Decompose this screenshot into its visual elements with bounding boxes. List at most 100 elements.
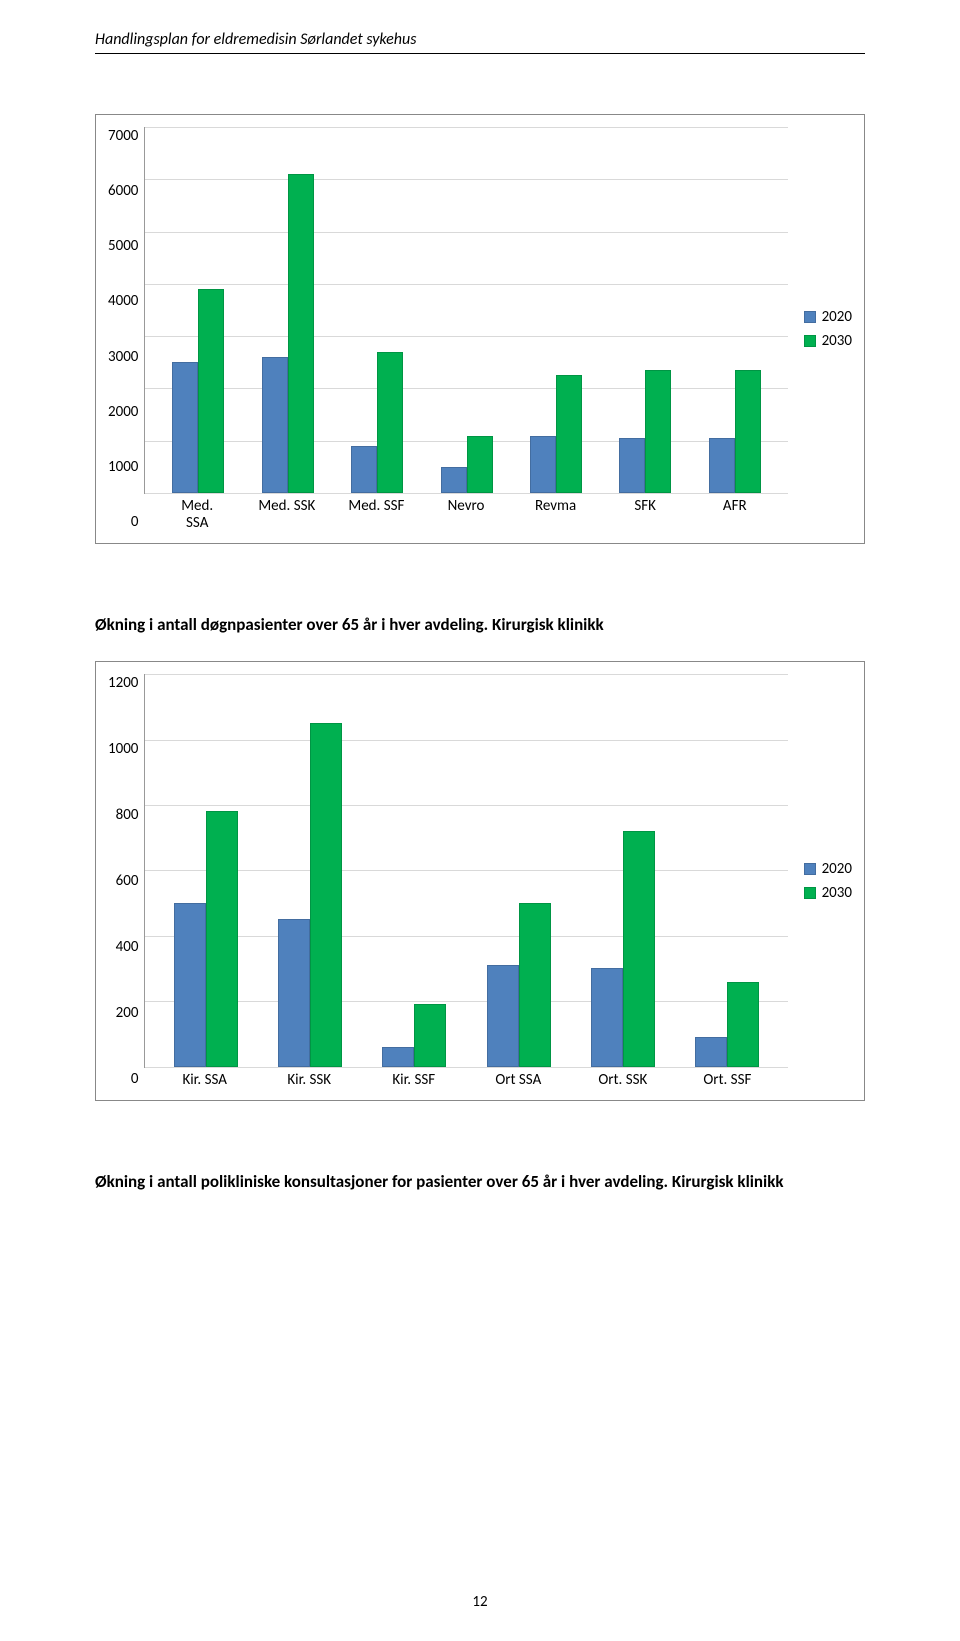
bar-group: [467, 674, 571, 1067]
chart-2-caption: Økning i antall polikliniske konsultasjo…: [95, 1171, 865, 1193]
bar: [382, 1047, 414, 1067]
bar-group: [690, 127, 779, 493]
y-tick-label: 1200: [108, 674, 138, 692]
x-tick-label: Nevro: [421, 498, 511, 531]
gridline: [145, 1067, 787, 1068]
chart-2-body: 1200 1000 800 600 400 200 0 Kir. SSAKir. SSKKi…: [108, 674, 788, 1088]
x-tick-label: Ort. SSF: [675, 1072, 780, 1089]
bar-group: [511, 127, 600, 493]
bar-group: [153, 127, 242, 493]
y-tick-label: 1000: [108, 458, 138, 476]
y-tick-label: 1000: [108, 740, 138, 758]
chart-2-y-axis: 1200 1000 800 600 400 200 0: [108, 674, 144, 1088]
chart-1-legend: 2020 2030: [788, 127, 852, 531]
bar: [591, 968, 623, 1066]
x-tick-label: AFR: [690, 498, 780, 531]
x-tick-label: Revma: [511, 498, 601, 531]
gridline: [145, 493, 787, 494]
legend-swatch: [804, 887, 816, 899]
chart-2-x-axis: Kir. SSAKir. SSKKir. SSFOrt SSAOrt. SSKO…: [144, 1068, 787, 1089]
bar: [735, 370, 761, 493]
y-tick-label: 7000: [108, 127, 138, 145]
page: Handlingsplan for eldremedisin Sørlandet…: [0, 0, 960, 1641]
bar-group: [675, 674, 779, 1067]
y-tick-label: 800: [116, 806, 139, 824]
bar: [530, 436, 556, 494]
chart-2: 1200 1000 800 600 400 200 0 Kir. SSAKir. SSKKi…: [95, 661, 865, 1101]
bar: [487, 965, 519, 1066]
chart-1-plot-wrap: Med.SSAMed. SSKMed. SSFNevroRevmaSFKAFR: [144, 127, 787, 531]
y-tick-label: 600: [116, 872, 139, 890]
x-tick-label: Med. SSF: [332, 498, 422, 531]
bar: [377, 352, 403, 493]
bar-group: [571, 674, 675, 1067]
x-tick-label: Med. SSK: [242, 498, 332, 531]
legend-swatch: [804, 335, 816, 347]
bar: [351, 446, 377, 493]
page-header-title: Handlingsplan for eldremedisin Sørlandet…: [95, 30, 865, 49]
bar: [174, 903, 206, 1067]
bar: [695, 1037, 727, 1066]
x-tick-label: Ort. SSK: [571, 1072, 676, 1089]
bar: [278, 919, 310, 1066]
legend-label: 2020: [822, 860, 852, 878]
chart-1-body: 70006000500040003000200010000 Med.SSAMed…: [108, 127, 788, 531]
bar: [441, 467, 467, 493]
bar: [467, 436, 493, 494]
chart-1-caption: Økning i antall døgnpasienter over 65 år…: [95, 614, 865, 636]
bar: [645, 370, 671, 493]
bar: [414, 1004, 446, 1066]
bar: [288, 174, 314, 493]
bar-group: [153, 674, 257, 1067]
bar: [198, 289, 224, 493]
legend-item: 2020: [804, 860, 852, 878]
x-tick-label: SFK: [600, 498, 690, 531]
header-rule: [95, 53, 865, 54]
legend-label: 2030: [822, 332, 852, 350]
bar: [709, 438, 735, 493]
legend-item: 2030: [804, 884, 852, 902]
y-tick-label: 0: [131, 1070, 139, 1088]
bar-group: [243, 127, 332, 493]
legend-item: 2020: [804, 308, 852, 326]
bar-group: [258, 674, 362, 1067]
bar: [623, 831, 655, 1067]
legend-label: 2030: [822, 884, 852, 902]
bar: [727, 982, 759, 1067]
bar: [172, 362, 198, 493]
legend-label: 2020: [822, 308, 852, 326]
chart-1-y-axis: 7000 6000 5000 4000 3000 2000 1000 0: [108, 127, 144, 531]
bar: [519, 903, 551, 1067]
x-tick-label: Med.SSA: [152, 498, 242, 531]
x-tick-label: Ort SSA: [466, 1072, 571, 1089]
bar-group: [332, 127, 421, 493]
chart-2-bars: [145, 674, 787, 1067]
legend-swatch: [804, 311, 816, 323]
chart-1-x-axis: Med.SSAMed. SSKMed. SSFNevroRevmaSFKAFR: [144, 494, 787, 531]
legend-item: 2030: [804, 332, 852, 350]
chart-1-bars: [145, 127, 787, 493]
y-tick-label: 5000: [108, 237, 138, 255]
bar: [310, 723, 342, 1066]
bar-group: [362, 674, 466, 1067]
y-tick-label: 3000: [108, 348, 138, 366]
y-tick-label: 200: [116, 1004, 139, 1022]
bar: [206, 811, 238, 1066]
y-tick-label: 0: [131, 513, 139, 531]
x-tick-label: Kir. SSF: [361, 1072, 466, 1089]
bar-group: [601, 127, 690, 493]
y-tick-label: 6000: [108, 182, 138, 200]
chart-1: 70006000500040003000200010000 Med.SSAMed…: [95, 114, 865, 544]
chart-1-plot-area: [144, 127, 787, 494]
x-tick-label: Kir. SSK: [257, 1072, 362, 1089]
bar: [262, 357, 288, 493]
y-tick-label: 400: [116, 938, 139, 956]
bar: [619, 438, 645, 493]
y-tick-label: 4000: [108, 292, 138, 310]
y-tick-label: 2000: [108, 403, 138, 421]
chart-2-plot-wrap: Kir. SSAKir. SSKKir. SSFOrt SSAOrt. SSKO…: [144, 674, 787, 1088]
bar-group: [422, 127, 511, 493]
bar: [556, 375, 582, 493]
page-number: 12: [0, 1593, 960, 1611]
x-tick-label: Kir. SSA: [152, 1072, 257, 1089]
